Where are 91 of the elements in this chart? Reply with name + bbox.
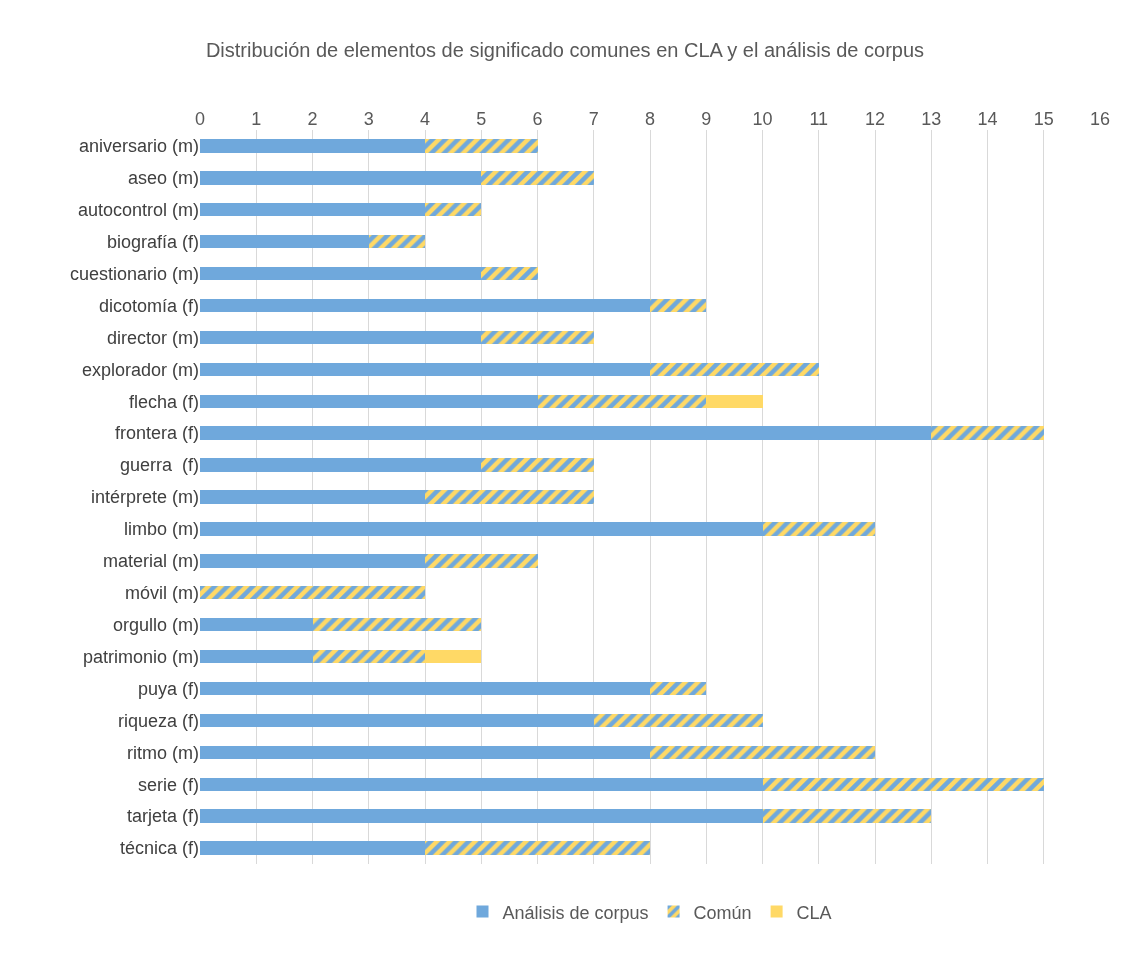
bar bbox=[200, 617, 313, 632]
y-tick-label: móvil (m) bbox=[125, 583, 199, 604]
bar bbox=[931, 426, 1044, 440]
text: Común bbox=[693, 902, 752, 923]
chart-title: Distribución de elementos de significado comunes en CLA y el análisis de corpus bbox=[205, 39, 925, 62]
y-tick-label: limbo (m) bbox=[124, 519, 199, 540]
bar bbox=[200, 809, 763, 823]
bar bbox=[200, 362, 650, 377]
y-tick-label: autocontrol (m) bbox=[77, 200, 199, 221]
bar bbox=[425, 139, 538, 153]
y-tick-label: patrimonio (m) bbox=[82, 646, 199, 667]
y-tick-label: dicotomía (f) bbox=[98, 295, 199, 316]
x-tick-label: 4 bbox=[419, 109, 431, 130]
y-tick-label: ritmo (m) bbox=[127, 742, 199, 763]
bar bbox=[762, 809, 932, 823]
y-tick-label: serie (f) bbox=[137, 774, 199, 795]
bar bbox=[200, 713, 594, 728]
y-tick-label: director (m) bbox=[106, 327, 199, 348]
bar bbox=[200, 681, 650, 696]
bar bbox=[762, 522, 875, 536]
legend-label: CLA bbox=[796, 902, 832, 923]
bar bbox=[481, 266, 538, 281]
x-tick-label: 5 bbox=[476, 109, 487, 130]
y-tick-label: riqueza (f) bbox=[117, 710, 199, 731]
bar bbox=[200, 522, 763, 536]
y-tick-label: explorador (m) bbox=[81, 359, 199, 380]
y-tick-label: flecha (f) bbox=[128, 391, 199, 412]
legend-label: Análisis de corpus bbox=[502, 902, 649, 923]
bar bbox=[200, 394, 538, 408]
bar bbox=[200, 586, 425, 600]
bar bbox=[481, 171, 594, 185]
bar bbox=[200, 139, 425, 153]
bar bbox=[425, 649, 482, 664]
bar bbox=[425, 554, 538, 568]
y-tick-label: puya (f) bbox=[137, 678, 199, 699]
y-tick-label: frontera (f) bbox=[114, 423, 199, 444]
bar bbox=[200, 745, 650, 760]
bar bbox=[200, 234, 369, 249]
y-tick-label: guerra (f) bbox=[119, 455, 199, 476]
bar bbox=[593, 713, 763, 728]
y-tick-label: biografía (f) bbox=[106, 232, 199, 252]
y-tick-label: tarjeta (f) bbox=[126, 806, 199, 827]
x-tick-label: 16 bbox=[1089, 109, 1111, 130]
x-tick-label: 14 bbox=[977, 109, 998, 130]
bar bbox=[200, 266, 482, 281]
y-tick-label: técnica (f) bbox=[119, 838, 199, 859]
y-tick-label: orgullo (m) bbox=[112, 614, 199, 635]
bar bbox=[368, 234, 425, 249]
bar bbox=[650, 745, 875, 760]
bar bbox=[200, 298, 650, 313]
x-tick-label: 13 bbox=[921, 109, 942, 130]
x-tick-label: 15 bbox=[1033, 109, 1054, 130]
bar bbox=[706, 394, 763, 408]
y-tick-label: aseo (m) bbox=[127, 168, 199, 189]
bar bbox=[200, 841, 425, 855]
bar bbox=[650, 681, 707, 696]
x-tick-label: 6 bbox=[532, 109, 543, 130]
bar bbox=[650, 298, 707, 313]
bar bbox=[312, 617, 482, 632]
x-tick-label: 0 bbox=[194, 109, 206, 130]
y-tick-label: intérprete (m) bbox=[90, 487, 199, 508]
bar bbox=[200, 458, 482, 472]
bar bbox=[200, 777, 763, 791]
bar bbox=[425, 490, 594, 504]
bar bbox=[481, 330, 594, 345]
bar bbox=[312, 649, 425, 664]
x-tick-label: 2 bbox=[307, 109, 318, 130]
bar bbox=[200, 330, 482, 345]
bar bbox=[200, 171, 482, 185]
x-tick-label: 3 bbox=[363, 109, 374, 130]
y-tick-label: cuestionario (m) bbox=[69, 263, 199, 284]
bar bbox=[200, 203, 425, 217]
x-tick-label: 8 bbox=[644, 109, 656, 130]
x-tick-label: 1 bbox=[251, 109, 262, 130]
y-tick-label: material (m) bbox=[102, 551, 199, 572]
bar bbox=[425, 203, 482, 217]
bar bbox=[200, 490, 425, 504]
x-tick-label: 12 bbox=[864, 109, 886, 130]
bar bbox=[481, 458, 594, 472]
x-tick-label: 10 bbox=[752, 109, 773, 130]
bar bbox=[200, 426, 932, 440]
x-tick-label: 7 bbox=[588, 109, 599, 130]
bar bbox=[650, 362, 819, 377]
bar bbox=[537, 394, 707, 408]
bar bbox=[200, 554, 425, 568]
bar bbox=[762, 777, 1044, 791]
x-tick-label: 11 bbox=[809, 109, 829, 130]
x-tick-label: 9 bbox=[701, 109, 712, 130]
bar bbox=[200, 649, 313, 664]
y-tick-label: aniversario (m) bbox=[78, 136, 199, 157]
bar bbox=[425, 841, 650, 855]
